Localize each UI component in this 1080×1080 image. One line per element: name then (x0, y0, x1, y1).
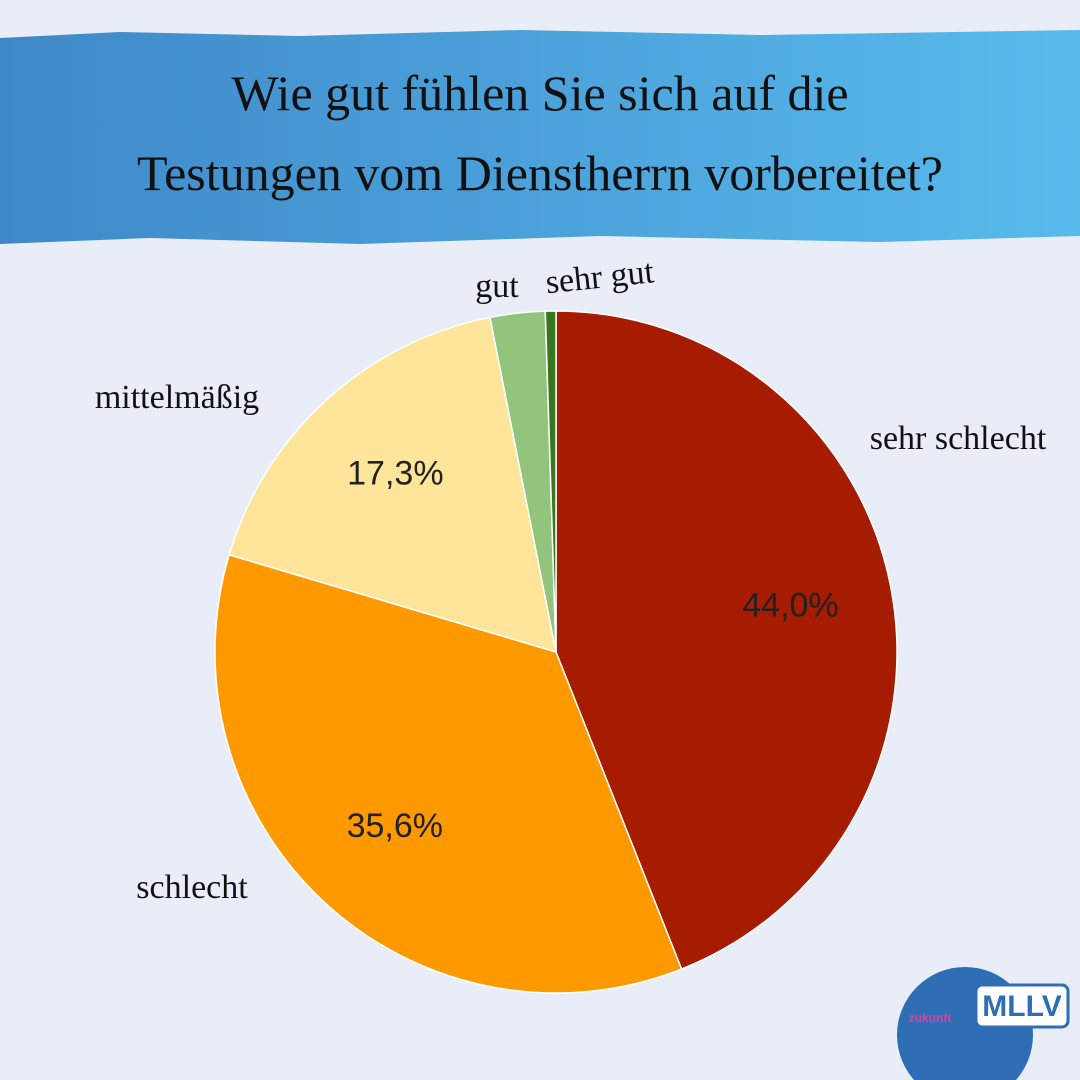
category-label: schlecht (136, 869, 248, 906)
value-label: 35,6% (347, 807, 443, 845)
chart-title: Wie gut fühlen Sie sich auf die (231, 65, 848, 121)
logo-tagline: zukunft (909, 1011, 952, 1025)
pie-slice (228, 316, 557, 654)
value-label: 44,0% (742, 586, 838, 624)
value-label: 17,3% (347, 454, 443, 492)
pie-slice (555, 310, 898, 971)
logo-text: MLLV (982, 990, 1061, 1023)
category-label: sehr schlecht (870, 420, 1047, 457)
logo-box (974, 983, 1070, 1029)
title-banner (0, 30, 1080, 244)
pie: 44,0% sehr schlecht 35,6% schlecht 17,3% mitt… (95, 253, 1047, 994)
logo: MLLV zukunft (897, 967, 1070, 1080)
category-label: gut (475, 268, 519, 305)
pie-slice (214, 553, 683, 994)
category-label: mittelmäßig (95, 379, 259, 416)
pie-slice (544, 310, 557, 653)
chart-title: Testungen vom Dienstherrn vorbereitet? (137, 145, 943, 201)
